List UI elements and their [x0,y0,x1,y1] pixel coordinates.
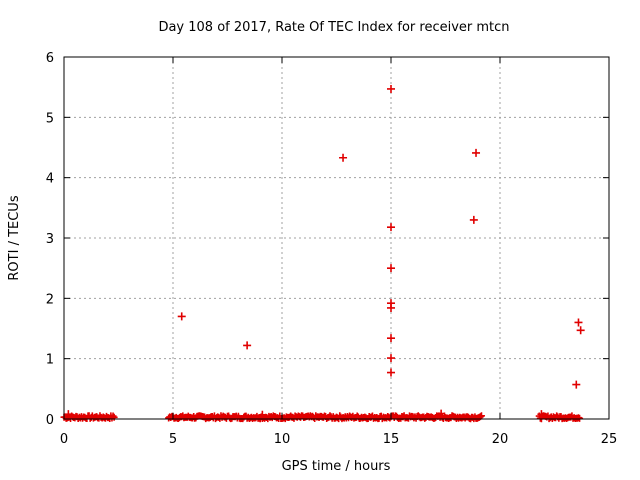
y-axis-label: ROTI / TECUs [7,195,22,280]
data-point [387,303,395,312]
data-point [572,380,581,389]
y-tick-label: 6 [46,51,54,66]
data-point [576,326,585,335]
y-tick-label: 3 [46,232,54,247]
baseline-point [109,412,117,420]
data-point [387,334,395,343]
x-tick-label: 25 [601,432,618,447]
x-tick-label: 0 [60,432,68,447]
grid [64,57,609,419]
x-tick-label: 10 [274,432,291,447]
x-tick-label: 20 [492,432,509,447]
data-point [387,368,395,377]
data-point [387,84,395,93]
y-tick-label: 5 [46,111,54,126]
x-tick-label: 5 [169,432,177,447]
data-points [60,84,585,423]
data-point [258,410,267,419]
baseline-point [477,412,485,420]
y-tick-label: 1 [46,353,54,368]
data-point [387,354,395,363]
data-point [574,318,583,327]
data-point [387,223,395,232]
baseline-point [110,413,118,421]
baseline-point [576,414,584,422]
data-point [537,410,546,419]
x-axis-label: GPS time / hours [282,459,391,474]
data-point [387,264,395,273]
data-point [472,148,481,157]
chart-title: Day 108 of 2017, Rate Of TEC Index for r… [158,20,509,35]
y-tick-label: 0 [46,413,54,428]
data-point [469,215,478,224]
y-tick-label: 2 [46,292,54,307]
data-point [64,410,73,419]
y-tick-label: 4 [46,172,54,187]
axis-ticks: 0 5 10 15 20 25 0 1 2 3 4 5 6 [46,51,618,447]
data-point [243,341,252,350]
x-tick-label: 15 [383,432,400,447]
data-point [177,312,186,321]
data-point [437,409,446,418]
data-point [339,153,348,162]
